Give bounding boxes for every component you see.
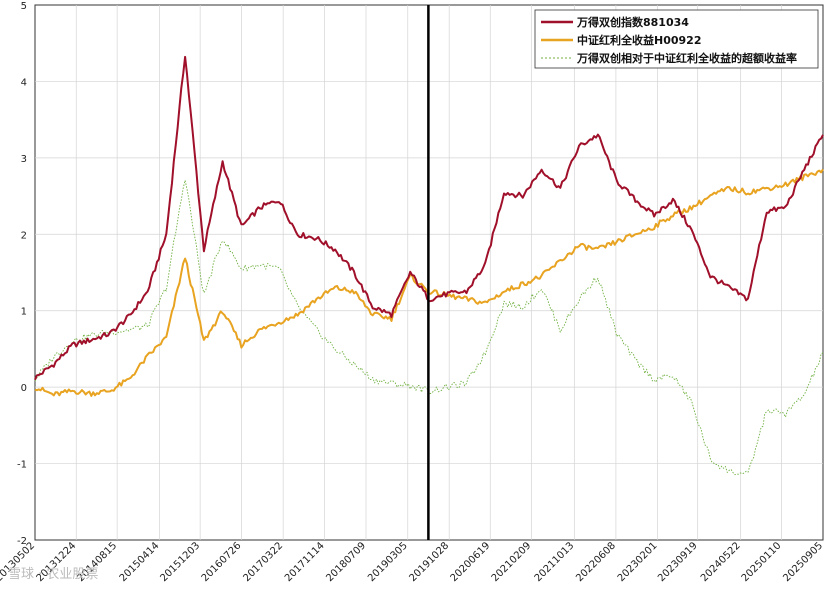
legend-label-excess: 万得双创相对于中证红利全收益的超额收益率 (576, 51, 797, 65)
y-axis: -2 -1 0 1 2 3 4 5 (17, 1, 27, 547)
y-tick-label: 0 (21, 383, 27, 394)
x-tick-label: 20151203 (158, 540, 202, 584)
legend-box (534, 9, 819, 69)
x-tick-label: 20160726 (200, 540, 244, 584)
x-tick-label: 20230201 (616, 540, 660, 584)
x-tick-label: 20210209 (490, 540, 534, 584)
x-tick-label: 20190305 (366, 540, 410, 584)
x-tick-label: 20240522 (699, 540, 743, 584)
x-tick-label: 20200619 (449, 540, 493, 584)
x-tick-label: 20230919 (656, 540, 700, 584)
series-line-2 (34, 179, 824, 476)
y-tick-label: -1 (17, 460, 27, 471)
y-tick-label: 5 (21, 1, 27, 12)
x-tick-label: 20150414 (118, 540, 162, 584)
legend-label-dividend: 中证红利全收益H00922 (577, 33, 701, 47)
y-tick-label: 4 (21, 77, 27, 88)
y-tick-label: 2 (21, 230, 27, 241)
watermark-text: 雪球 · 农业股票 (8, 567, 98, 582)
legend-label-shuangchuang: 万得双创指数881034 (576, 15, 689, 29)
y-tick-label: 1 (21, 307, 27, 318)
x-tick-label: 20171114 (283, 540, 327, 584)
x-tick-label: 20250110 (740, 540, 784, 584)
x-tick-label: 20180709 (324, 540, 368, 584)
x-tick-label: 20250905 (781, 540, 825, 584)
x-tick-label: 20211013 (533, 540, 577, 584)
legend: 万得双创指数881034 中证红利全收益H00922 万得双创相对于中证红利全收… (534, 9, 819, 69)
y-tick-label: -2 (17, 536, 27, 547)
x-axis: 2013050220131224201408152015041420151203… (0, 540, 825, 584)
x-tick-label: 20220608 (574, 540, 618, 584)
x-tick-label: 20170322 (242, 540, 286, 584)
y-tick-label: 3 (21, 154, 27, 165)
x-tick-label: 20191028 (408, 540, 452, 584)
